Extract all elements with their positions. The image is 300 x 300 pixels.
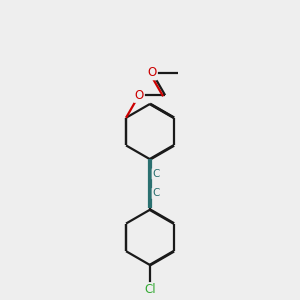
Text: O: O <box>148 66 157 79</box>
Text: Cl: Cl <box>144 283 156 296</box>
Text: O: O <box>134 89 144 102</box>
Text: C: C <box>152 188 160 198</box>
Text: C: C <box>152 169 160 179</box>
